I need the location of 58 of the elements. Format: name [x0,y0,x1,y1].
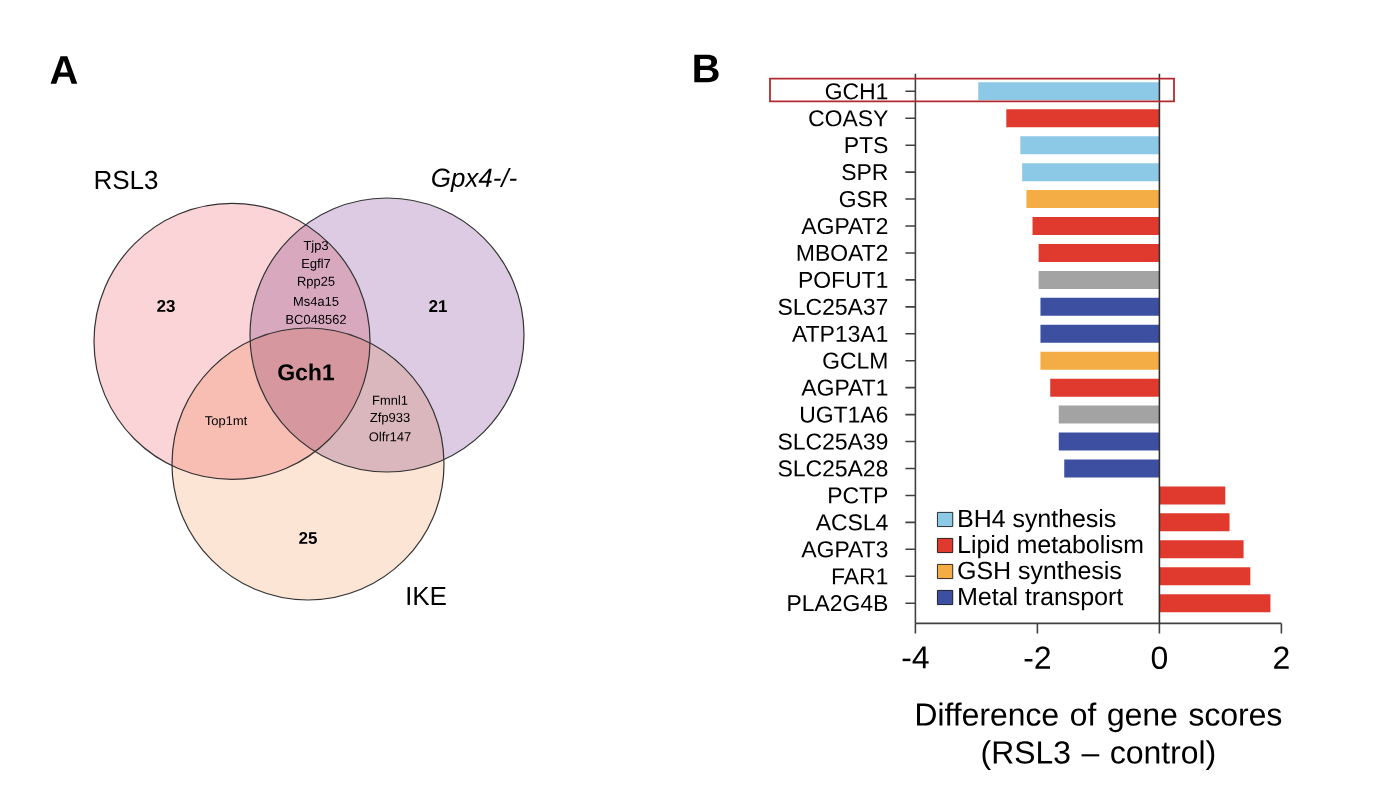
y-tick-label: SLC25A28 [778,460,888,477]
y-tick-label: AGPAT3 [801,541,888,558]
y-tick-label: AGPAT2 [801,217,888,235]
bar [978,82,1160,101]
y-tick-label: GSR [839,190,888,208]
y-tick-label: SLC25A39 [778,433,888,450]
bar [1064,459,1160,478]
bar [1040,324,1160,343]
x-tick-label: -4 [902,646,929,669]
chart-title: B [694,54,719,83]
bar [1038,243,1160,262]
y-tick-label: PTS [845,137,888,154]
bar [1159,540,1244,559]
bar [1159,594,1271,613]
data-label: 23 [157,300,175,312]
bar [1050,378,1160,397]
bar [1159,567,1251,586]
y-tick-label: ATP13A1 [792,325,888,342]
y-tick-label: POFUT1 [799,271,888,288]
bar [1040,351,1160,370]
x-axis-title: Difference of gene scores (RSL3 – control) [917,702,1282,770]
bar [1159,513,1230,532]
bar [1022,163,1160,182]
y-tick-label: COASY [809,110,888,127]
text: A [50,56,78,84]
category-label: IKE [407,587,446,605]
bar [1006,109,1160,128]
y-tick-label: SPR [842,164,888,181]
legend-label: BH4 synthesis [959,508,1116,533]
bar [1159,486,1226,505]
y-tick-label: MBOAT2 [797,244,888,262]
category-label: Gpx4-/- [432,167,517,193]
y-tick-label: GCH1 [825,83,888,100]
data-label: 25 [299,532,317,544]
y-tick-label: UGT1A6 [801,406,888,423]
bar [1032,217,1160,236]
y-tick-label: SLC25A37 [778,298,888,315]
legend-label: Lipid metabolism [959,534,1143,559]
x-tick-label: 2 [1274,646,1289,669]
text: Gch1 [278,363,335,381]
y-tick-label: GCLM [823,352,887,369]
x-tick-label: 0 [1151,646,1168,670]
legend-label: GSH synthesis [958,560,1121,585]
y-tick-label: ACSL4 [815,514,888,531]
bar [1020,136,1160,155]
y-tick-label: PLA2G4B [788,595,888,612]
legend-label: Metal transport [959,586,1124,611]
bar [1058,432,1160,451]
x-tick-label: -2 [1024,646,1050,669]
y-tick-label: PCTP [829,487,888,504]
bar [1058,405,1160,424]
y-tick-label: FAR1 [832,568,888,585]
bar [1040,297,1160,316]
bar [1026,190,1160,209]
bar [1038,270,1160,289]
y-tick-label: AGPAT1 [801,379,888,396]
category-label: RSL3 [95,170,158,190]
data-label: 21 [429,300,447,312]
